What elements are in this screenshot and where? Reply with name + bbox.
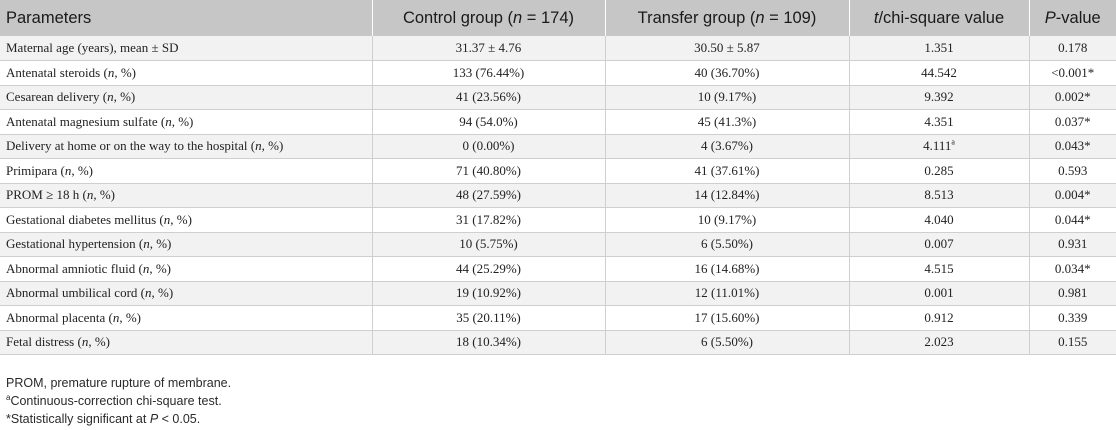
table-row: Antenatal steroids (n, %) 133 (76.44%) 40 … <box>0 60 1116 86</box>
cell-statistic: 0.007 <box>848 232 1029 257</box>
table-footnotes: PROM, premature rupture of membrane. aCo… <box>6 374 1106 428</box>
table-row: Gestational diabetes mellitus (n, %) 31 (… <box>0 207 1116 233</box>
cell-transfer-group: 40 (36.70%) <box>604 60 849 86</box>
cell-p-value: 0.034* <box>1028 256 1116 282</box>
cell-parameter: Gestational hypertension (n, %) <box>0 232 372 257</box>
cell-control-group: 71 (40.80%) <box>371 158 605 184</box>
cell-p-value: 0.044* <box>1028 207 1116 233</box>
header-statistic: t/chi-square value <box>848 0 1029 36</box>
cell-parameter: Cesarean delivery (n, %) <box>0 85 372 110</box>
table-body: Maternal age (years), mean ± SD 31.37 ± 4… <box>0 36 1116 355</box>
cell-parameter: Gestational diabetes mellitus (n, %) <box>0 207 372 233</box>
header-transfer-group: Transfer group (n = 109) <box>604 0 849 36</box>
header-row: Parameters Control group (n = 174) Trans… <box>0 0 1116 36</box>
cell-control-group: 41 (23.56%) <box>371 85 605 110</box>
table-row: PROM ≥ 18 h (n, %) 48 (27.59%) 14 (12.84%)… <box>0 183 1116 208</box>
cell-parameter: Antenatal steroids (n, %) <box>0 60 372 86</box>
cell-transfer-group: 6 (5.50%) <box>604 232 849 257</box>
cell-p-value: 0.931 <box>1028 232 1116 257</box>
cell-statistic: 4.040 <box>848 207 1029 233</box>
cell-control-group: 19 (10.92%) <box>371 281 605 306</box>
table-row: Abnormal amniotic fluid (n, %) 44 (25.29%… <box>0 256 1116 282</box>
cell-parameter: Abnormal amniotic fluid (n, %) <box>0 256 372 282</box>
table-row: Primipara (n, %) 71 (40.80%) 41 (37.61%) 0.… <box>0 158 1116 184</box>
cell-parameter: Delivery at home or on the way to the ho… <box>0 134 372 159</box>
cell-control-group: 44 (25.29%) <box>371 256 605 282</box>
cell-transfer-group: 14 (12.84%) <box>604 183 849 208</box>
cell-p-value: 0.593 <box>1028 158 1116 184</box>
cell-p-value: 0.004* <box>1028 183 1116 208</box>
cell-transfer-group: 41 (37.61%) <box>604 158 849 184</box>
cell-statistic: 0.285 <box>848 158 1029 184</box>
cell-p-value: 0.178 <box>1028 36 1116 61</box>
cell-transfer-group: 10 (9.17%) <box>604 85 849 110</box>
cell-transfer-group: 45 (41.3%) <box>604 109 849 135</box>
cell-transfer-group: 10 (9.17%) <box>604 207 849 233</box>
cell-statistic: 4.111a <box>848 134 1029 159</box>
cell-control-group: 0 (0.00%) <box>371 134 605 159</box>
cell-p-value: 0.037* <box>1028 109 1116 135</box>
table-row: Delivery at home or on the way to the ho… <box>0 134 1116 159</box>
cell-p-value: 0.043* <box>1028 134 1116 159</box>
data-table: Parameters Control group (n = 174) Trans… <box>0 0 1116 355</box>
table-row: Maternal age (years), mean ± SD 31.37 ± 4… <box>0 36 1116 61</box>
cell-parameter: Abnormal umbilical cord (n, %) <box>0 281 372 306</box>
footnote-significance: *Statistically significant at P < 0.05. <box>6 412 201 426</box>
cell-statistic: 8.513 <box>848 183 1029 208</box>
cell-statistic: 0.912 <box>848 305 1029 331</box>
cell-control-group: 18 (10.34%) <box>371 330 605 355</box>
cell-statistic: 44.542 <box>848 60 1029 86</box>
header-control-group: Control group (n = 174) <box>371 0 605 36</box>
table-row: Antenatal magnesium sulfate (n, %) 94 (54… <box>0 109 1116 135</box>
cell-parameter: Maternal age (years), mean ± SD <box>0 36 372 61</box>
cell-statistic: 9.392 <box>848 85 1029 110</box>
cell-p-value: 0.002* <box>1028 85 1116 110</box>
cell-parameter: Fetal distress (n, %) <box>0 330 372 355</box>
cell-parameter: Primipara (n, %) <box>0 158 372 184</box>
table-row: Fetal distress (n, %) 18 (10.34%) 6 (5.50%… <box>0 330 1116 355</box>
cell-transfer-group: 4 (3.67%) <box>604 134 849 159</box>
cell-control-group: 94 (54.0%) <box>371 109 605 135</box>
table-row: Abnormal placenta (n, %) 35 (20.11%) 17 (1… <box>0 305 1116 331</box>
cell-statistic: 1.351 <box>848 36 1029 61</box>
cell-parameter: Antenatal magnesium sulfate (n, %) <box>0 109 372 135</box>
cell-transfer-group: 17 (15.60%) <box>604 305 849 331</box>
cell-control-group: 10 (5.75%) <box>371 232 605 257</box>
header-p-value: P-value <box>1028 0 1116 36</box>
cell-transfer-group: 12 (11.01%) <box>604 281 849 306</box>
footnote-abbreviation: PROM, premature rupture of membrane. <box>6 376 232 390</box>
cell-statistic: 0.001 <box>848 281 1029 306</box>
cell-statistic: 2.023 <box>848 330 1029 355</box>
cell-transfer-group: 16 (14.68%) <box>604 256 849 282</box>
footnote-a: aContinuous-correction chi-square test. <box>6 392 222 408</box>
cell-control-group: 133 (76.44%) <box>371 60 605 86</box>
cell-parameter: Abnormal placenta (n, %) <box>0 305 372 331</box>
cell-statistic: 4.351 <box>848 109 1029 135</box>
cell-p-value: 0.339 <box>1028 305 1116 331</box>
cell-p-value: 0.155 <box>1028 330 1116 355</box>
cell-control-group: 35 (20.11%) <box>371 305 605 331</box>
cell-control-group: 31.37 ± 4.76 <box>371 36 605 61</box>
table-header: Parameters Control group (n = 174) Trans… <box>0 0 1116 36</box>
cell-p-value: 0.981 <box>1028 281 1116 306</box>
cell-control-group: 48 (27.59%) <box>371 183 605 208</box>
cell-transfer-group: 30.50 ± 5.87 <box>604 36 849 61</box>
cell-parameter: PROM ≥ 18 h (n, %) <box>0 183 372 208</box>
table-row: Gestational hypertension (n, %) 10 (5.75%… <box>0 232 1116 257</box>
cell-transfer-group: 6 (5.50%) <box>604 330 849 355</box>
table-row: Cesarean delivery (n, %) 41 (23.56%) 10 (9… <box>0 85 1116 110</box>
cell-statistic: 4.515 <box>848 256 1029 282</box>
cell-control-group: 31 (17.82%) <box>371 207 605 233</box>
cell-p-value: <0.001* <box>1028 60 1116 86</box>
header-parameters: Parameters <box>6 8 92 27</box>
table-row: Abnormal umbilical cord (n, %) 19 (10.92%… <box>0 281 1116 306</box>
